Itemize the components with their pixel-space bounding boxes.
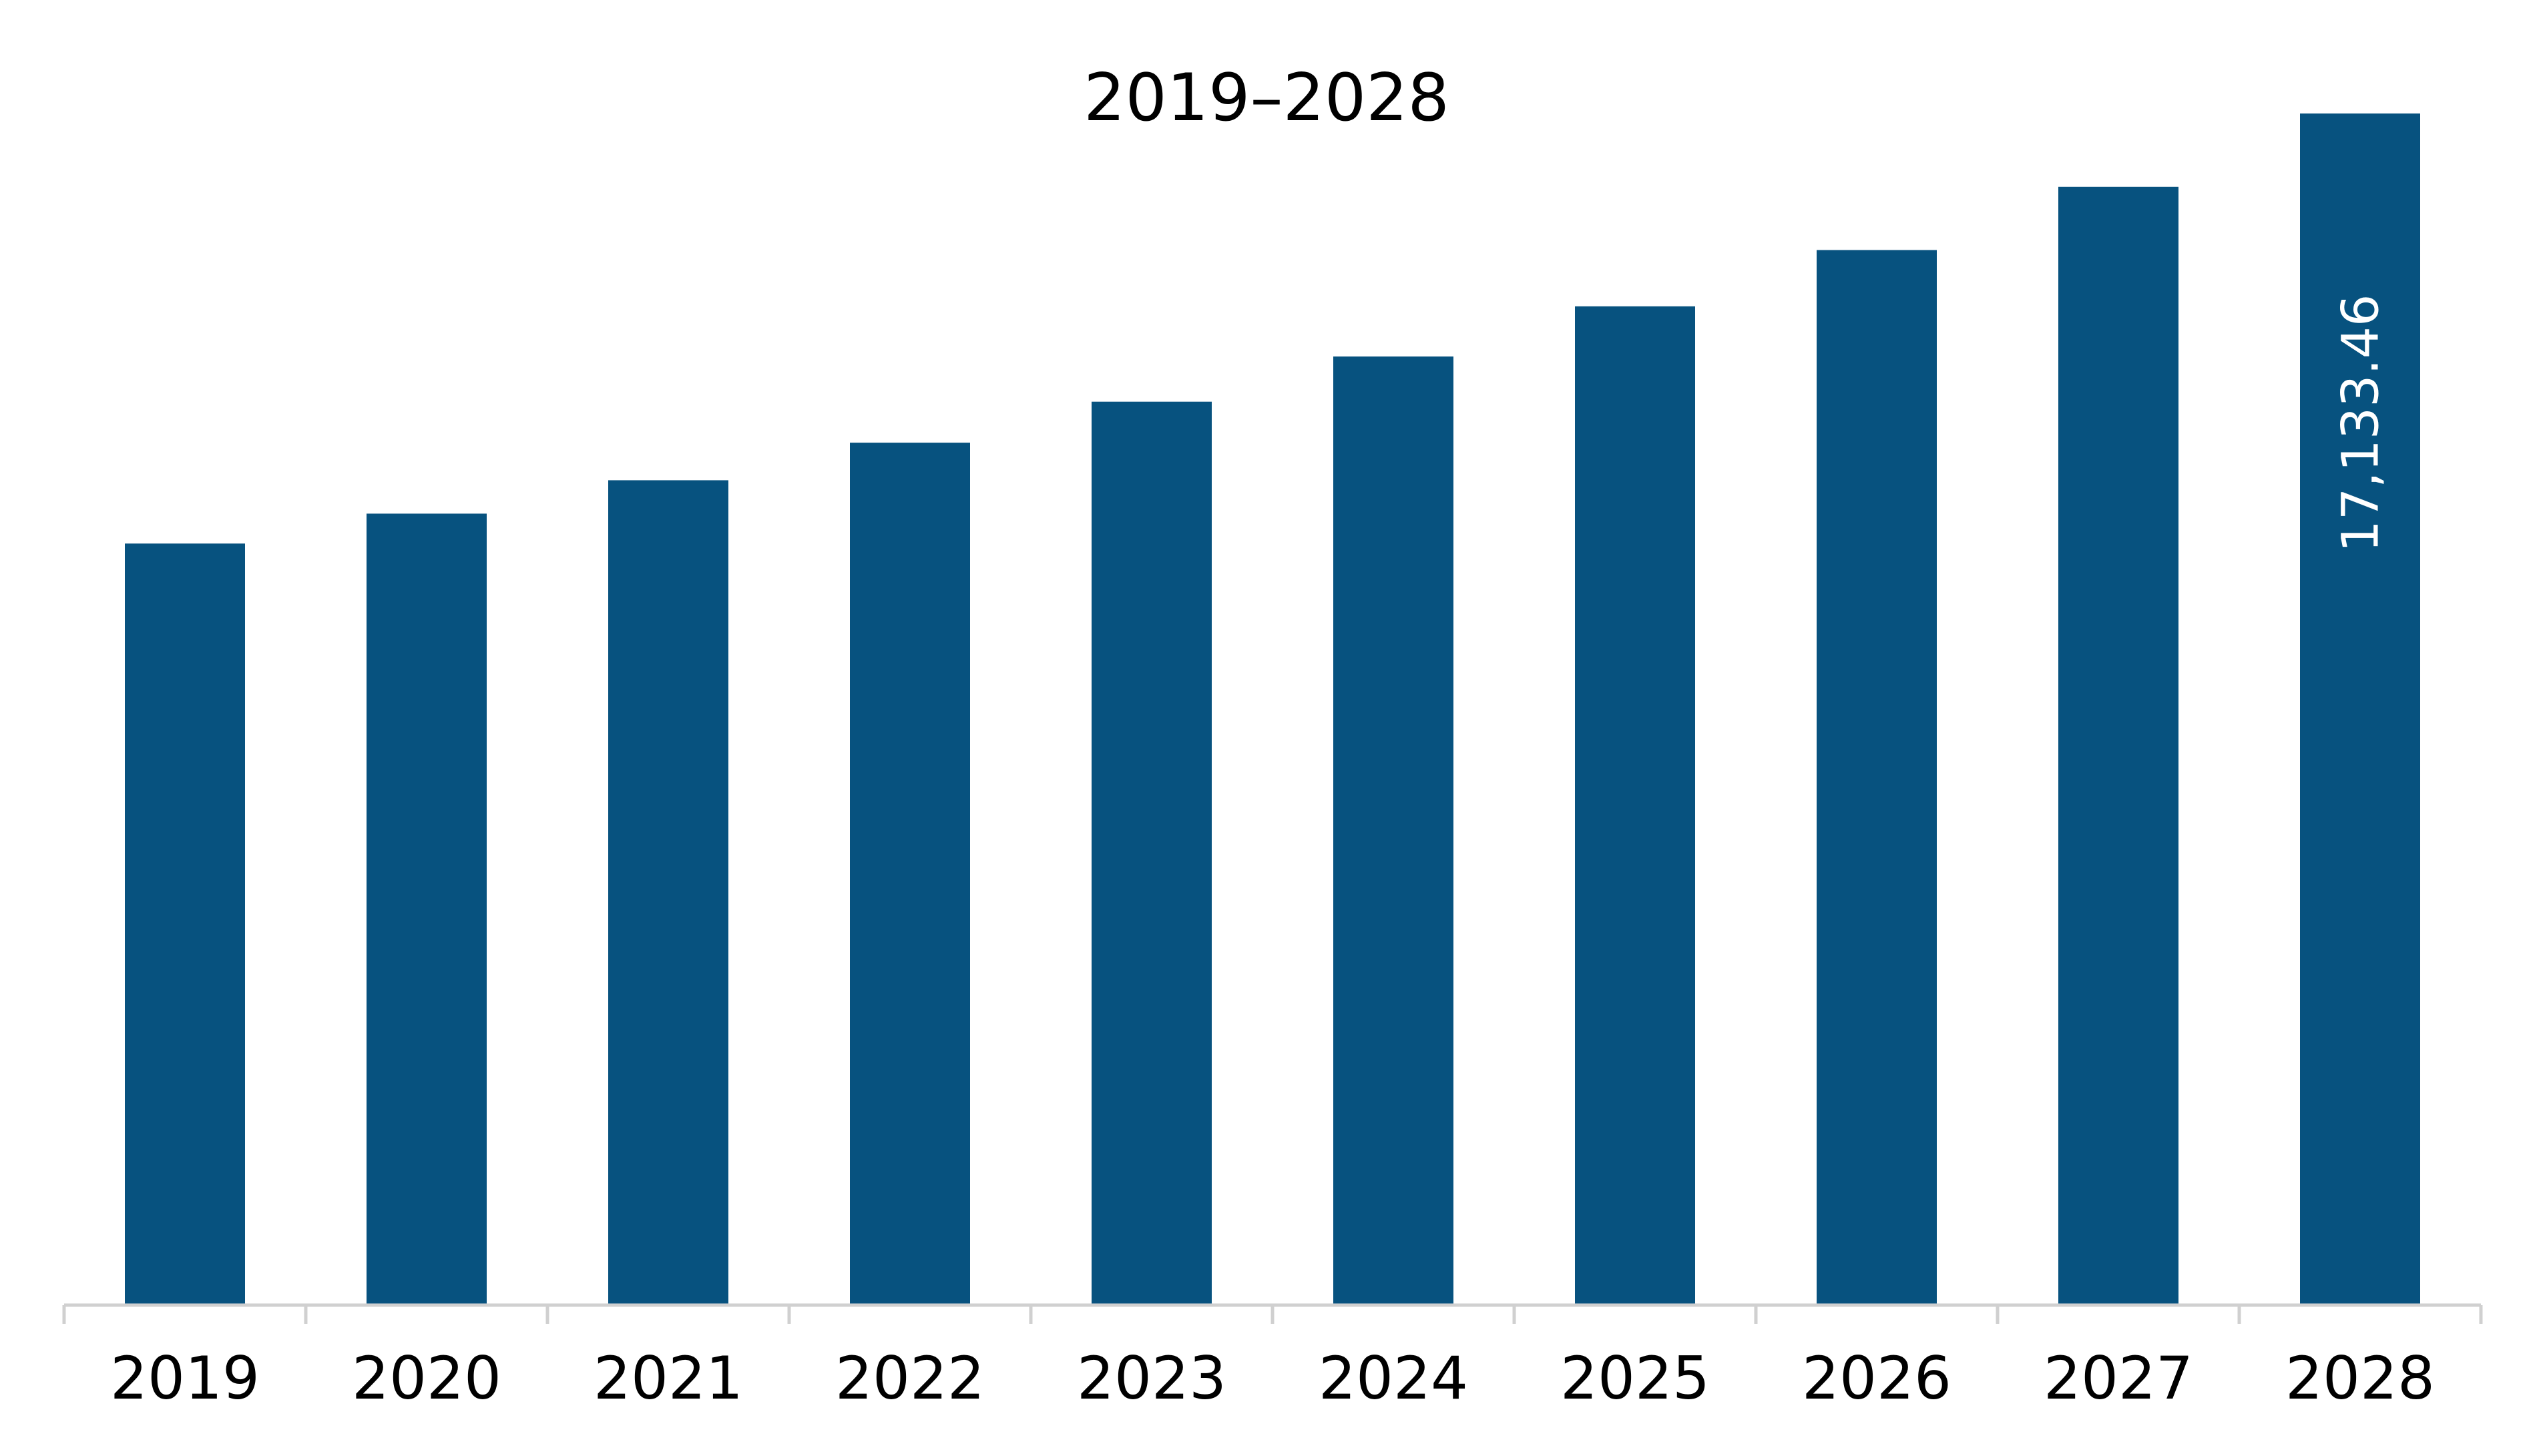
x-tick-label: 2020	[352, 1344, 501, 1413]
x-tick-label: 2019	[110, 1344, 260, 1413]
bar-2022	[850, 443, 970, 1305]
bar-2028	[2300, 113, 2420, 1305]
bar-2020	[367, 513, 487, 1305]
bar-2024	[1333, 356, 1453, 1305]
bar-2021	[608, 480, 728, 1305]
x-tick-label: 2023	[1077, 1344, 1226, 1413]
x-tick-label: 2028	[2285, 1344, 2435, 1413]
x-tick-label: 2024	[1319, 1344, 1468, 1413]
bar-2025	[1575, 306, 1695, 1305]
bar-2027	[2058, 186, 2178, 1305]
data-labels-group: 17,133.46	[2331, 294, 2390, 553]
x-tick-label: 2021	[594, 1344, 743, 1413]
x-axis	[62, 1303, 2483, 1324]
bar-2026	[1817, 250, 1937, 1306]
x-tick-label: 2027	[2044, 1344, 2193, 1413]
x-tick-labels: 2019 2020 2021 2022 2023 2024 2025 2026 2027 2028	[110, 1344, 2435, 1413]
chart-title: 2019–2028	[1084, 60, 1449, 136]
data-label-2028: 17,133.46	[2331, 294, 2390, 553]
bar-2019	[125, 543, 245, 1306]
x-tick-label: 2022	[835, 1344, 985, 1413]
bars-group	[125, 113, 2420, 1306]
x-tick-label: 2026	[1802, 1344, 1951, 1413]
bar-2023	[1092, 401, 1212, 1306]
x-tick-label: 2025	[1560, 1344, 1710, 1413]
